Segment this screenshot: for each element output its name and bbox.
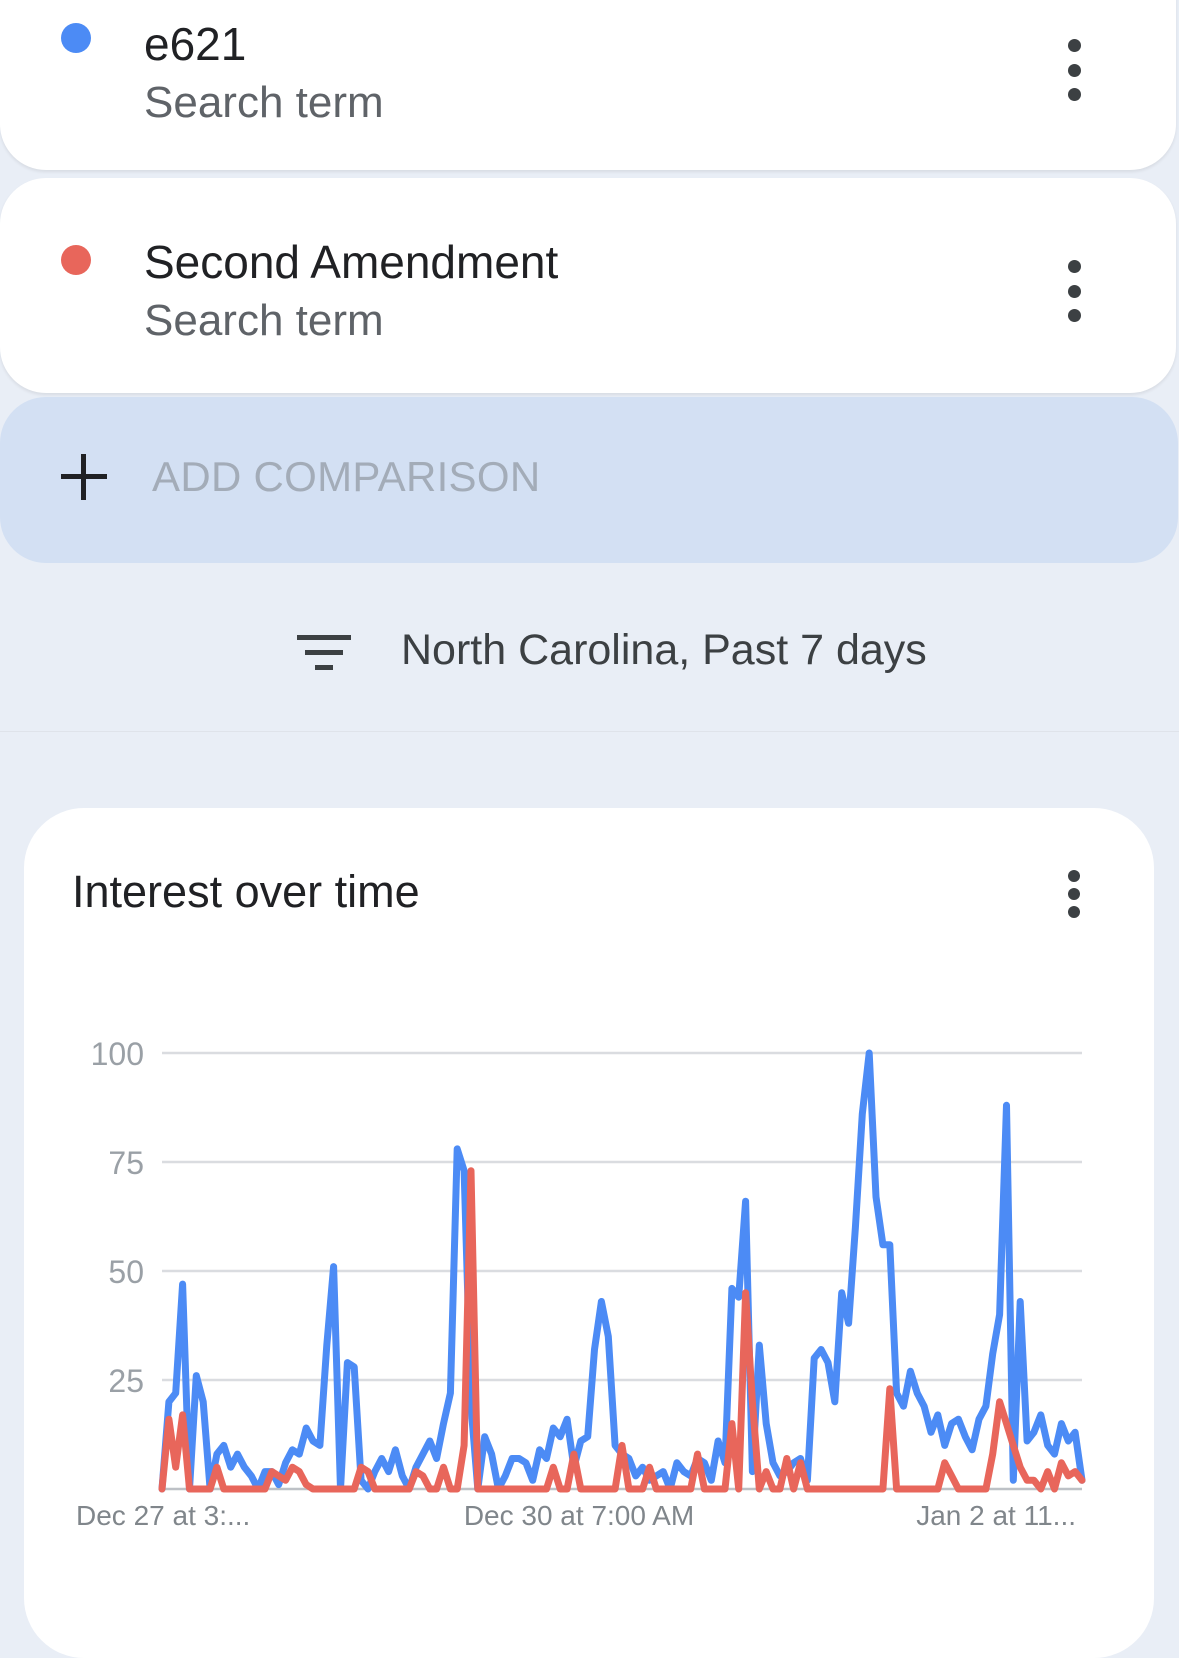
more-vert-icon[interactable] xyxy=(1062,260,1086,322)
y-tick-label: 100 xyxy=(91,1036,144,1072)
interest-over-time-card: Interest over time 100 75 50 25 Dec 27 at 3… xyxy=(24,808,1154,1658)
y-tick-label: 25 xyxy=(108,1363,144,1399)
more-vert-icon[interactable] xyxy=(1062,39,1086,101)
x-tick-label: Jan 2 at 11... xyxy=(916,1500,1076,1531)
term-type-label: Search term xyxy=(144,78,384,127)
term-name: Second Amendment xyxy=(144,236,559,288)
filter-button[interactable]: North Carolina, Past 7 days xyxy=(0,580,1179,730)
add-comparison-button[interactable]: ADD COMPARISON xyxy=(0,397,1178,563)
divider xyxy=(0,731,1179,732)
filter-summary: North Carolina, Past 7 days xyxy=(401,626,927,674)
term-card-second-amendment[interactable]: Second Amendment Search term xyxy=(0,178,1176,393)
term-card-e621[interactable]: e621 Search term xyxy=(0,0,1176,170)
y-tick-label: 50 xyxy=(108,1254,144,1290)
x-tick-label: Dec 27 at 3:... xyxy=(76,1500,250,1531)
filter-list-icon xyxy=(296,633,352,673)
line-chart: 100 75 50 25 Dec 27 at 3:... Dec 30 at 7:00 … xyxy=(76,1036,1086,1531)
more-vert-icon[interactable] xyxy=(1062,870,1086,918)
series-line-second-amendment xyxy=(158,1167,1086,1493)
term-name: e621 xyxy=(144,18,247,70)
add-comparison-label: ADD COMPARISON xyxy=(152,453,541,500)
term-type-label: Search term xyxy=(144,296,384,345)
chart-title: Interest over time xyxy=(72,866,420,917)
series-color-dot xyxy=(61,245,91,275)
series-color-dot xyxy=(61,23,91,53)
x-tick-label: Dec 30 at 7:00 AM xyxy=(464,1500,694,1531)
y-tick-label: 75 xyxy=(108,1145,144,1181)
plus-icon xyxy=(61,454,107,500)
